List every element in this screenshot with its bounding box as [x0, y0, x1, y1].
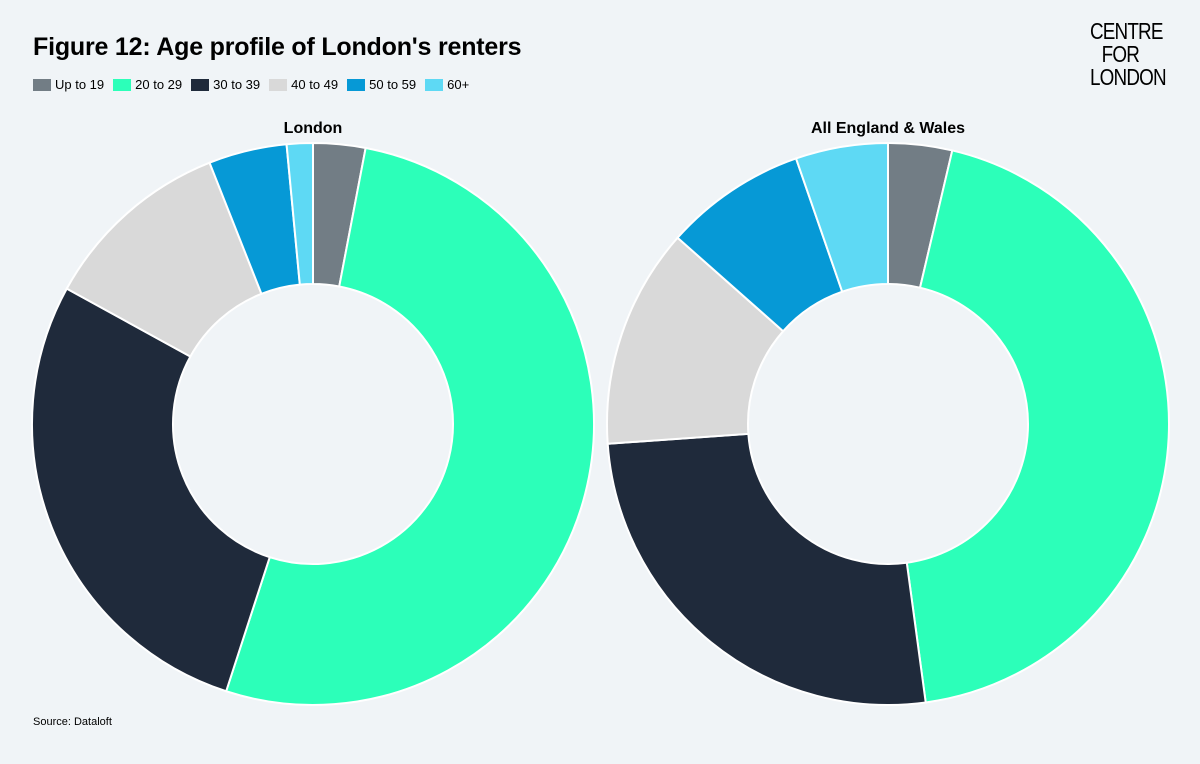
chart-title: Figure 12: Age profile of London's rente…	[33, 33, 522, 61]
donut-title: All England & Wales	[811, 120, 965, 137]
legend-label: 30 to 39	[213, 77, 261, 92]
legend-label: 60+	[447, 77, 470, 92]
legend-label: 50 to 59	[369, 77, 417, 92]
donut-slice-60-	[285, 141, 314, 286]
logo-line-1: CENTRE	[1090, 18, 1163, 44]
donut-title: London	[284, 120, 343, 137]
legend: Up to 19 20 to 29 30 to 39 40 to 49 50 to 59…	[33, 77, 478, 92]
legend-label: Up to 19	[55, 77, 105, 92]
legend-item: 60+	[425, 77, 469, 92]
logo-line-3: LONDON	[1090, 64, 1167, 90]
donut-slice-20-to-29	[224, 146, 595, 706]
legend-swatch	[113, 78, 132, 91]
legend-swatch	[191, 78, 210, 91]
source-note: Source: Dataloft	[33, 716, 112, 728]
legend-swatch	[347, 78, 366, 91]
donut-chart: All England & Wales	[606, 120, 1170, 706]
centre-for-london-logo: CENTRE FOR LONDON	[1090, 18, 1167, 90]
legend-item: 30 to 39	[191, 77, 260, 92]
legend-swatch	[33, 78, 51, 91]
legend-item: Up to 19	[33, 77, 104, 92]
legend-item: 40 to 49	[269, 77, 338, 92]
legend-item: 50 to 59	[347, 77, 416, 92]
legend-swatch	[269, 78, 288, 91]
logo-line-2: FOR	[1101, 41, 1140, 67]
donut-chart: London	[31, 120, 595, 706]
donut-slice-30-to-39	[31, 287, 271, 693]
donut-slice-20-to-29	[905, 149, 1170, 704]
legend-label: 40 to 49	[291, 77, 339, 92]
donut-slice-60-	[794, 141, 889, 293]
donut-slice-30-to-39	[606, 432, 927, 706]
legend-item: 20 to 29	[113, 77, 182, 92]
legend-label: 20 to 29	[135, 77, 183, 92]
legend-swatch	[425, 78, 444, 91]
